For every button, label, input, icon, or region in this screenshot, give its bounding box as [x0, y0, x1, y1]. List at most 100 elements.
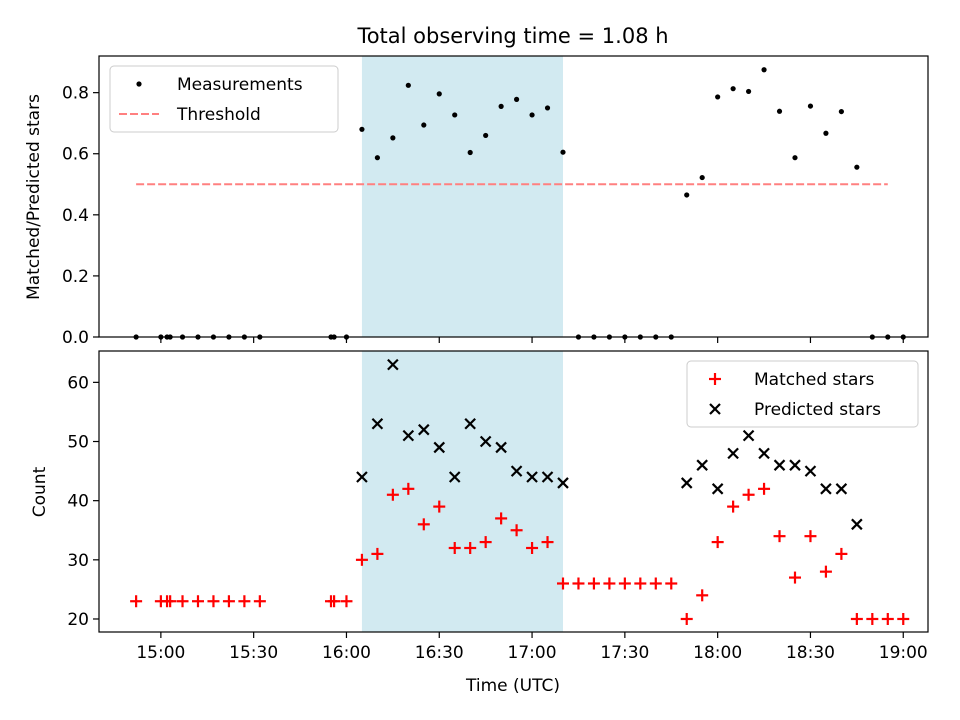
predicted-star-point [820, 483, 832, 495]
bottom-y-axis-label: Count [30, 466, 50, 517]
bottom-highlight-span [361, 351, 563, 632]
matched-star-point [758, 482, 771, 495]
x-tick-label: 18:30 [786, 643, 835, 663]
predicted-star-point [510, 465, 523, 477]
y-tick-label: 40 [67, 492, 89, 512]
matched-star-point [649, 577, 662, 590]
matched-star-point [464, 541, 477, 554]
predicted-star-point [789, 459, 801, 471]
matched-star-point [164, 595, 177, 608]
matched-star-point [850, 612, 863, 625]
bottom-panel: 20 30 40 50 60 15:00 15:30 16:00 16:30 17:00 17:3… [30, 350, 929, 696]
predicted-star-point [433, 441, 446, 454]
predicted-star-point [835, 483, 848, 495]
x-tick-label: 18:00 [693, 643, 742, 663]
matched-star-point [742, 488, 755, 501]
matched-star-point [222, 595, 235, 608]
measurement-point [838, 108, 844, 115]
predicted-star-point [727, 447, 739, 460]
matched-star-point [402, 482, 415, 495]
measurement-point [467, 149, 473, 156]
bottom-x-axis: 15:00 15:30 16:00 16:30 17:00 17:30 18:00 18:30… [136, 632, 928, 663]
y-tick-label: 50 [67, 433, 89, 453]
legend-threshold-label: Threshold [176, 105, 261, 125]
y-tick-label: 20 [67, 610, 89, 630]
matched-star-point [819, 565, 832, 578]
measurement-point [436, 91, 442, 97]
predicted-star-point [495, 441, 507, 454]
highlight-span-rect [361, 351, 563, 632]
y-tick-label: 0.2 [62, 267, 89, 287]
measurement-point [745, 88, 752, 95]
matched-star-point [238, 595, 251, 608]
measurement-point [405, 82, 411, 88]
measurement-point [684, 192, 690, 198]
measurement-point [715, 94, 721, 100]
matched-star-point [340, 595, 353, 608]
matched-star-point [773, 530, 786, 543]
legend-matched-label: Matched stars [754, 370, 874, 390]
measurement-point [807, 103, 814, 109]
predicted-star-point [773, 459, 786, 471]
matched-star-point [479, 536, 492, 549]
predicted-star-point [541, 471, 554, 483]
x-tick-label: 17:00 [508, 643, 557, 663]
bottom-legend-box [686, 360, 919, 428]
top-highlight-span [361, 56, 563, 337]
matched-star-point [587, 577, 600, 590]
predicted-star-point [464, 417, 476, 430]
predicted-star-point [696, 459, 708, 471]
predicted-star-point [711, 483, 724, 495]
top-x-ticks [160, 337, 904, 343]
y-tick-label: 0.8 [62, 84, 89, 104]
legend-measurements-label: Measurements [177, 75, 303, 95]
predicted-star-point [742, 429, 755, 442]
matched-star-point [788, 571, 801, 584]
matched-star-point [665, 577, 678, 590]
matched-stars-points [130, 482, 910, 625]
predicted-star-point [851, 518, 863, 531]
x-tick-label: 17:30 [600, 643, 649, 663]
measurement-point [544, 105, 551, 111]
measurement-point [513, 96, 520, 102]
matched-star-point [696, 589, 709, 602]
matched-star-point [191, 595, 204, 608]
y-tick-label: 0.0 [62, 328, 89, 348]
x-tick-label: 16:00 [322, 643, 371, 663]
matched-star-point [618, 577, 631, 590]
top-legend-box [109, 65, 339, 133]
matched-star-point [510, 524, 523, 537]
bottom-axes-frame [98, 350, 929, 633]
measurement-point [792, 155, 798, 161]
measurement-point [699, 174, 705, 181]
measurement-point [483, 132, 489, 139]
matched-star-point [417, 518, 430, 531]
figure-title: Total observing time = 1.08 h [356, 24, 668, 48]
measurement-point [776, 108, 783, 114]
matched-star-point [835, 547, 848, 560]
measurement-point [854, 164, 860, 170]
matched-star-point [495, 512, 508, 525]
matched-star-point [711, 536, 724, 549]
predicted-stars-points [356, 358, 863, 531]
matched-star-point [433, 500, 446, 513]
legend-predicted-label: Predicted stars [754, 400, 881, 420]
matched-star-point [371, 547, 384, 560]
matched-star-point [328, 595, 341, 608]
predicted-star-point [418, 423, 430, 436]
legend-matched-marker [709, 373, 721, 385]
predicted-star-point [526, 471, 538, 483]
matched-star-point [866, 612, 879, 625]
matched-star-point [634, 577, 647, 590]
matched-star-point [130, 595, 143, 608]
matched-star-point [386, 488, 399, 501]
matched-star-point [680, 612, 693, 625]
measurement-point [730, 86, 736, 92]
matched-star-point [253, 595, 266, 608]
top-axes-frame [98, 55, 929, 338]
y-tick-label: 60 [67, 373, 89, 393]
measurement-point [421, 122, 427, 128]
predicted-star-point [680, 477, 693, 489]
matched-star-point [727, 500, 740, 513]
measurement-point [374, 155, 380, 161]
